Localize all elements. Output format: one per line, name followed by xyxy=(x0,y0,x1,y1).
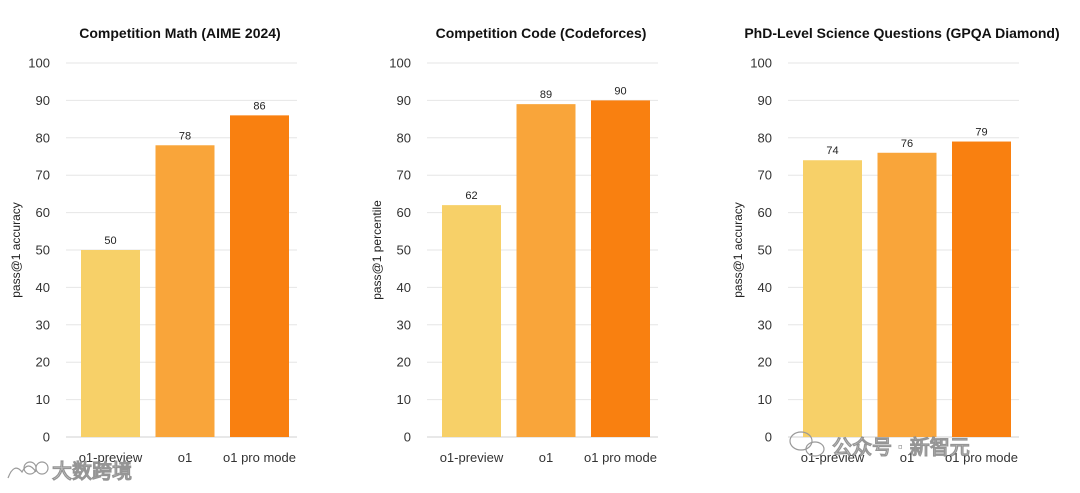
y-tick-label: 80 xyxy=(397,130,411,145)
y-tick-label: 10 xyxy=(36,392,50,407)
value-label: 90 xyxy=(614,85,626,97)
value-label: 89 xyxy=(540,89,552,101)
y-tick-label: 0 xyxy=(765,430,772,445)
y-tick-label: 20 xyxy=(397,355,411,370)
y-tick-label: 90 xyxy=(397,93,411,108)
y-tick-label: 80 xyxy=(36,130,50,145)
x-category-label: o1-preview xyxy=(79,450,143,465)
watermark-right: 公众号 · 新智元 xyxy=(789,431,970,459)
y-axis-label: pass@1 percentile xyxy=(370,200,384,300)
wechat-icon xyxy=(789,431,825,457)
value-label: 79 xyxy=(975,127,987,139)
y-tick-label: 40 xyxy=(36,280,50,295)
bar-o1-pro-mode xyxy=(591,100,650,438)
watermark-right-text: 公众号 · 新智元 xyxy=(832,435,970,459)
y-tick-label: 60 xyxy=(397,205,411,220)
x-category-label: o1-preview xyxy=(801,450,865,465)
y-tick-label: 90 xyxy=(758,93,772,108)
y-axis-label: pass@1 accuracy xyxy=(9,202,23,298)
y-axis-label: pass@1 accuracy xyxy=(731,202,745,298)
y-tick-label: 100 xyxy=(28,56,50,71)
value-label: 50 xyxy=(104,235,116,247)
y-tick-label: 40 xyxy=(758,280,772,295)
bar-o1-preview xyxy=(803,160,862,438)
bar-o1 xyxy=(877,152,937,437)
chart-panels: Competition Math (AIME 2024) 0 10 20 30 40 50 6… xyxy=(9,25,1060,465)
y-tick-label: 100 xyxy=(750,56,772,71)
y-tick-label: 10 xyxy=(758,392,772,407)
watermark-left-text: 大数跨境 xyxy=(52,459,132,483)
x-category-label: o1 xyxy=(539,450,553,465)
x-category-label: o1-preview xyxy=(440,450,504,465)
y-tick-label: 30 xyxy=(758,317,772,332)
y-tick-label: 70 xyxy=(758,168,772,183)
y-tick-label: 70 xyxy=(36,168,50,183)
chart-2: Competition Code (Codeforces) 0 10 20 30 40 50… xyxy=(370,25,658,465)
x-category-label: o1 pro mode xyxy=(223,450,296,465)
value-label: 74 xyxy=(826,145,838,157)
value-label: 86 xyxy=(253,100,265,112)
y-tick-label: 40 xyxy=(397,280,411,295)
bar-o1 xyxy=(155,145,215,437)
chart-3: PhD-Level Science Questions (GPQA Diamon… xyxy=(731,25,1060,465)
y-tick-label: 50 xyxy=(397,243,411,258)
chart-title: Competition Code (Codeforces) xyxy=(436,25,647,41)
value-label: 76 xyxy=(901,138,913,150)
x-category-label: o1 pro mode xyxy=(945,450,1018,465)
value-label: 62 xyxy=(465,190,477,202)
bar-o1-preview xyxy=(81,250,140,437)
y-tick-label: 60 xyxy=(758,205,772,220)
y-tick-label: 0 xyxy=(43,430,50,445)
bar-o1 xyxy=(516,104,576,437)
chart-1: Competition Math (AIME 2024) 0 10 20 30 40 50 6… xyxy=(9,25,297,465)
logo-icon xyxy=(7,461,49,479)
bar-o1-pro-mode xyxy=(230,115,289,438)
y-tick-label: 90 xyxy=(36,93,50,108)
bar-o1-pro-mode xyxy=(952,141,1011,438)
y-tick-label: 100 xyxy=(389,56,411,71)
watermark-left: 大数跨境 xyxy=(7,459,132,483)
y-tick-label: 10 xyxy=(397,392,411,407)
y-tick-label: 70 xyxy=(397,168,411,183)
y-tick-label: 30 xyxy=(36,317,50,332)
y-tick-label: 50 xyxy=(758,243,772,258)
y-tick-label: 0 xyxy=(404,430,411,445)
y-tick-label: 20 xyxy=(758,355,772,370)
y-tick-label: 20 xyxy=(36,355,50,370)
chart-title: Competition Math (AIME 2024) xyxy=(79,25,280,41)
bar-o1-preview xyxy=(442,205,501,437)
chart-title: PhD-Level Science Questions (GPQA Diamon… xyxy=(744,25,1059,41)
value-label: 78 xyxy=(179,130,191,142)
y-tick-label: 30 xyxy=(397,317,411,332)
x-category-label: o1 xyxy=(178,450,192,465)
y-tick-label: 80 xyxy=(758,130,772,145)
y-tick-label: 50 xyxy=(36,243,50,258)
y-tick-label: 60 xyxy=(36,205,50,220)
x-category-label: o1 pro mode xyxy=(584,450,657,465)
x-category-label: o1 xyxy=(900,450,914,465)
